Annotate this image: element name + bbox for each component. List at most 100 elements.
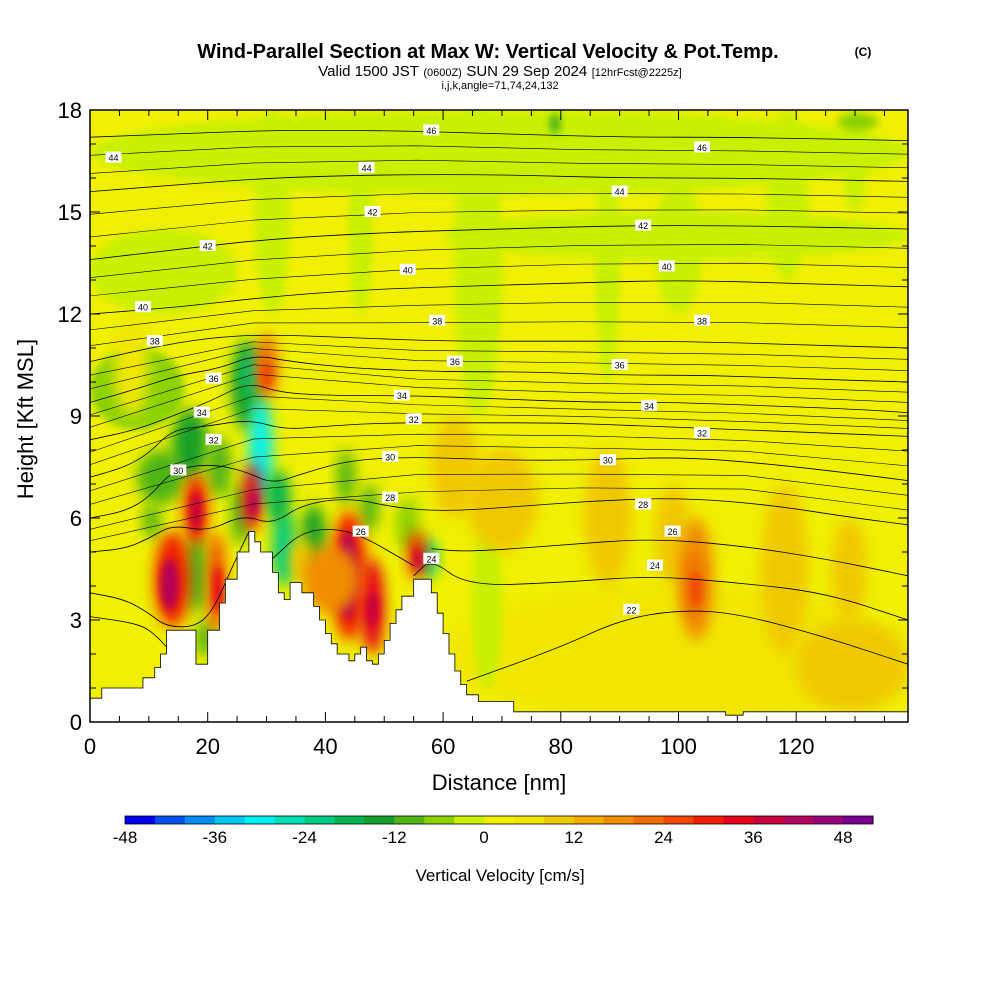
theta-label-text: 44: [109, 153, 119, 163]
theta-label-text: 46: [697, 143, 707, 153]
velocity-patch: [337, 450, 355, 505]
theta-label-text: 36: [450, 357, 460, 367]
theta-label: 42: [199, 240, 216, 252]
theta-label-text: 34: [644, 401, 654, 411]
colorbar-title: Vertical Velocity [cm/s]: [415, 866, 584, 885]
valid-time: Valid 1500 JST: [318, 63, 419, 80]
theta-label: 42: [364, 206, 381, 218]
theta-label-box: [429, 314, 446, 326]
velocity-patch: [248, 490, 258, 518]
theta-contour-minor: [90, 395, 908, 453]
theta-label: 32: [405, 413, 422, 425]
y-axis-title: Height [Kft MSL]: [13, 339, 38, 499]
x-tick-label: 80: [549, 734, 573, 759]
colorbar-tick-label: 48: [834, 828, 853, 847]
colorbar-tick-label: -24: [292, 828, 317, 847]
theta-contour-minor: [90, 348, 908, 390]
theta-label: 32: [205, 433, 222, 445]
velocity-patch: [301, 545, 361, 614]
theta-label-box: [170, 464, 187, 476]
velocity-patch: [348, 144, 373, 314]
theta-label-text: 34: [397, 391, 407, 401]
theta-label-box: [635, 219, 652, 231]
theta-label-text: 46: [426, 126, 436, 136]
theta-label-box: [599, 454, 616, 466]
theta-label-text: 22: [626, 605, 636, 615]
theta-label-text: 38: [697, 316, 707, 326]
theta-label-box: [694, 314, 711, 326]
colorbar-swatch: [154, 816, 186, 824]
theta-contour-layer: [90, 129, 908, 682]
theta-label-box: [405, 413, 422, 425]
theta-contour-minor: [90, 321, 908, 347]
velocity-patch: [760, 484, 808, 654]
theta-label-text: 44: [362, 163, 372, 173]
theta-label-text: 38: [150, 337, 160, 347]
theta-label-text: 30: [173, 466, 183, 476]
theta-label: 40: [658, 260, 675, 272]
theta-contour-24: [413, 563, 908, 621]
velocity-patch: [360, 484, 379, 532]
section-indices: i,j,k,angle=71,74,24,132: [441, 80, 558, 92]
forecast-info: [12hrFcst@2225z]: [592, 67, 682, 79]
colorbar-swatch: [274, 816, 306, 824]
theta-label: 40: [399, 263, 416, 275]
colorbar-tick-label: -36: [202, 828, 227, 847]
theta-contour-26: [272, 529, 414, 566]
theta-contour-26: [431, 539, 908, 577]
velocity-patch: [837, 113, 879, 131]
velocity-patch: [160, 558, 179, 610]
colorbar-swatch: [125, 816, 156, 824]
theta-label-text: 36: [209, 374, 219, 384]
colorbar-tick-label: 0: [479, 828, 488, 847]
velocity-patch: [184, 535, 208, 614]
theta-label-box: [658, 260, 675, 272]
theta-contour-minor: [90, 159, 908, 174]
theta-label: 26: [664, 525, 681, 537]
theta-label: 46: [694, 141, 711, 153]
y-tick-label: 12: [58, 302, 82, 327]
theta-contour-24: [90, 531, 250, 628]
theta-contour-minor: [90, 244, 908, 279]
plot-area: 46 46 44 44 44 42 42 42 40 40 40 38 38 38 36 36 36 34 34 34…: [90, 110, 908, 722]
valid-utc: (0600Z): [423, 67, 462, 79]
velocity-patch: [272, 511, 296, 586]
theta-contour-40: [90, 280, 908, 315]
x-tick-label: 20: [195, 734, 219, 759]
terrain: [90, 531, 908, 722]
velocity-patch: [596, 144, 620, 382]
theta-label-text: 34: [197, 408, 207, 418]
colorbar-swatch: [843, 816, 874, 824]
theta-label: 44: [105, 151, 122, 163]
theta-label-box: [694, 427, 711, 438]
colorbar-swatch: [783, 816, 814, 824]
velocity-patch: [366, 592, 379, 627]
theta-label-box: [641, 399, 658, 411]
colorbar-swatch: [723, 816, 754, 824]
theta-label-text: 42: [638, 221, 648, 231]
theta-label-text: 32: [209, 435, 219, 445]
theta-label-box: [193, 406, 210, 418]
theta-label-box: [352, 525, 369, 537]
theta-label-text: 38: [432, 316, 442, 326]
theta-label-box: [205, 372, 222, 384]
theta-label-box: [623, 603, 640, 615]
colorbar-swatch: [513, 816, 545, 824]
colorbar-swatch: [424, 816, 455, 824]
x-axis-title: Distance [nm]: [432, 770, 567, 795]
valid-date: SUN 29 Sep 2024: [466, 63, 587, 80]
theta-contour-minor: [90, 209, 908, 238]
y-tick-label: 6: [70, 506, 82, 531]
theta-label-box: [694, 141, 711, 153]
theta-label: 40: [134, 301, 151, 313]
theta-label: 34: [393, 389, 410, 401]
theta-label: 38: [146, 335, 163, 347]
velocity-patch: [413, 548, 423, 569]
velocity-patch: [90, 110, 908, 195]
colorbar-swatch: [693, 816, 724, 824]
colorbar-swatch: [543, 816, 575, 824]
colorbar-swatch: [244, 816, 276, 824]
theta-label: 26: [352, 525, 369, 537]
colorbar-swatch: [214, 816, 246, 824]
